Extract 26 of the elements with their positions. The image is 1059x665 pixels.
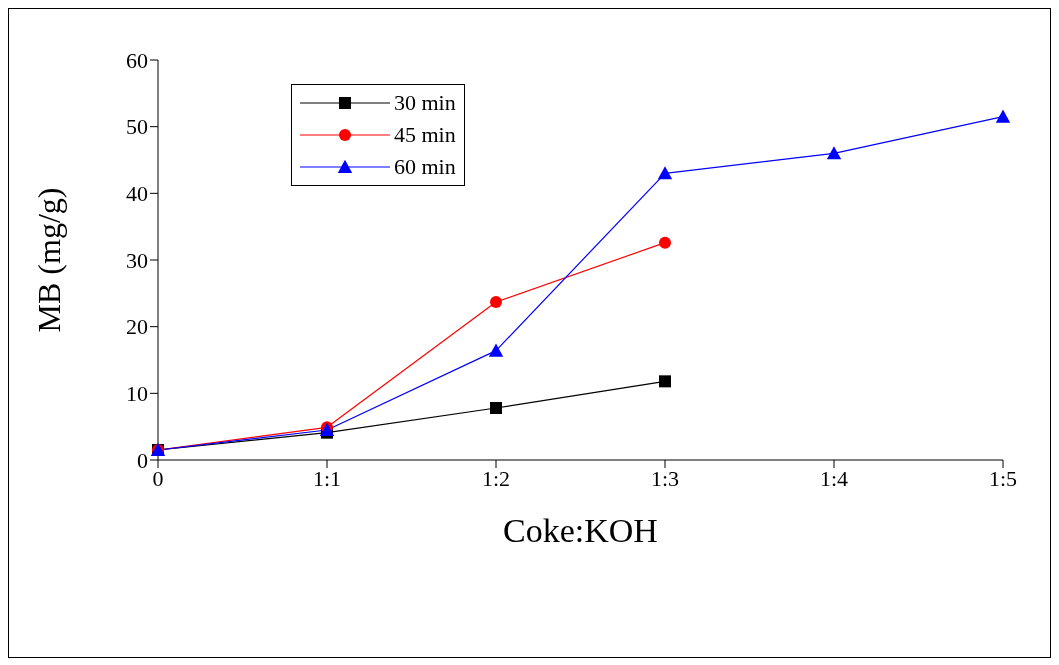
point	[659, 375, 671, 388]
point	[826, 146, 842, 160]
legend-label: 30 min	[394, 90, 456, 116]
legend-label: 60 min	[394, 154, 456, 180]
x-tick-label: 1:3	[650, 465, 680, 491]
legend-label: 45 min	[394, 122, 456, 148]
point	[488, 343, 504, 357]
x-tick-label: 1:2	[481, 465, 511, 491]
y-tick-label: 20	[126, 314, 148, 340]
y-tick-label: 10	[126, 381, 148, 407]
x-axis-title: Coke:KOH	[503, 512, 658, 549]
x-tick-label: 0	[152, 465, 164, 491]
y-axis-title: MB (mg/g)	[31, 187, 68, 333]
point	[657, 166, 673, 180]
x-tick-label: 1:1	[312, 465, 342, 491]
y-tick-label: 30	[126, 247, 148, 273]
point	[995, 109, 1011, 123]
y-tick-label: 40	[126, 181, 148, 207]
y-tick-label: 50	[126, 114, 148, 140]
point	[490, 296, 502, 308]
y-tick-label: 0	[137, 447, 148, 473]
y-tick-label: 60	[126, 47, 148, 73]
x-tick-label: 1:4	[819, 465, 849, 491]
point	[659, 236, 671, 249]
x-tick-label: 1:5	[988, 465, 1018, 491]
point	[490, 402, 502, 414]
